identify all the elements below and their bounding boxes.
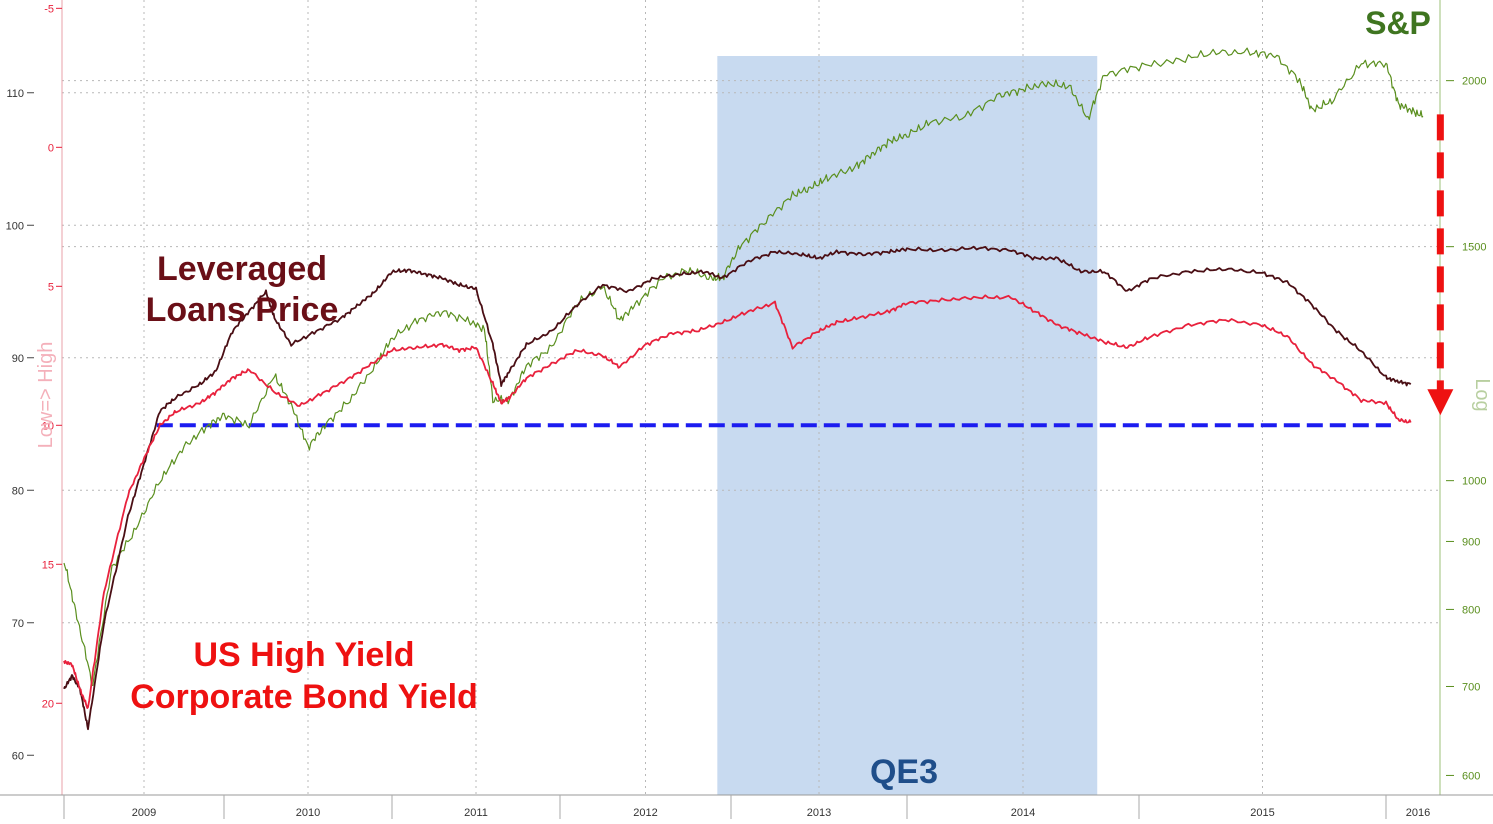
annotation-loans2: Loans Price	[146, 291, 339, 329]
loans-axis-tick-label: 110	[6, 88, 24, 100]
annotation-hy1: US High Yield	[193, 636, 414, 674]
loans-axis-tick-label: 70	[12, 618, 24, 630]
loans-axis-tick-label: 60	[12, 750, 24, 762]
sp-axis-tick-label: 1500	[1462, 242, 1486, 254]
sp500-line	[63, 47, 1424, 687]
yield-axis-tick-label: -5	[44, 3, 54, 15]
loans-axis-tick-label: 80	[12, 485, 24, 497]
yield-axis-label: Low=> High	[35, 342, 57, 449]
yield-axis-tick-label: 15	[42, 559, 54, 571]
yield-axis-tick-label: 10	[42, 420, 54, 432]
leveraged-loans-line	[63, 245, 1412, 731]
high-yield-line	[63, 294, 1412, 709]
yield-axis-tick-label: 0	[48, 142, 54, 154]
sp-axis-label: Log	[1471, 378, 1493, 411]
sp-axis-tick-label: 600	[1462, 770, 1480, 782]
x-axis-tick-label: 2013	[807, 807, 831, 819]
x-axis-tick-label: 2015	[1250, 807, 1274, 819]
x-axis-tick-label: 2014	[1011, 807, 1035, 819]
annotation-hy2: Corporate Bond Yield	[130, 678, 478, 716]
x-axis-tick-label: 2011	[464, 807, 488, 819]
x-axis-tick-label: 2012	[633, 807, 657, 819]
sp-axis-tick-label: 2000	[1462, 76, 1486, 88]
sp-axis-tick-label: 700	[1462, 681, 1480, 693]
x-axis-tick-label: 2016	[1406, 807, 1430, 819]
red-arrow-head	[1427, 389, 1454, 416]
annotation-loans1: Leveraged	[157, 250, 327, 288]
annotation-qe3: QE3	[870, 753, 938, 791]
sp-axis-tick-label: 800	[1462, 604, 1480, 616]
sp-axis-tick-label: 1000	[1462, 476, 1486, 488]
loans-axis-tick-label: 90	[12, 353, 24, 365]
yield-axis-tick-label: 20	[42, 698, 54, 710]
annotation-sp: S&P	[1365, 5, 1431, 41]
x-axis-tick-label: 2009	[132, 807, 156, 819]
loans-axis-tick-label: 100	[6, 220, 24, 232]
sp-axis-tick-label: 900	[1462, 536, 1480, 548]
yield-axis-tick-label: 5	[48, 281, 54, 293]
x-axis-tick-label: 2010	[296, 807, 320, 819]
